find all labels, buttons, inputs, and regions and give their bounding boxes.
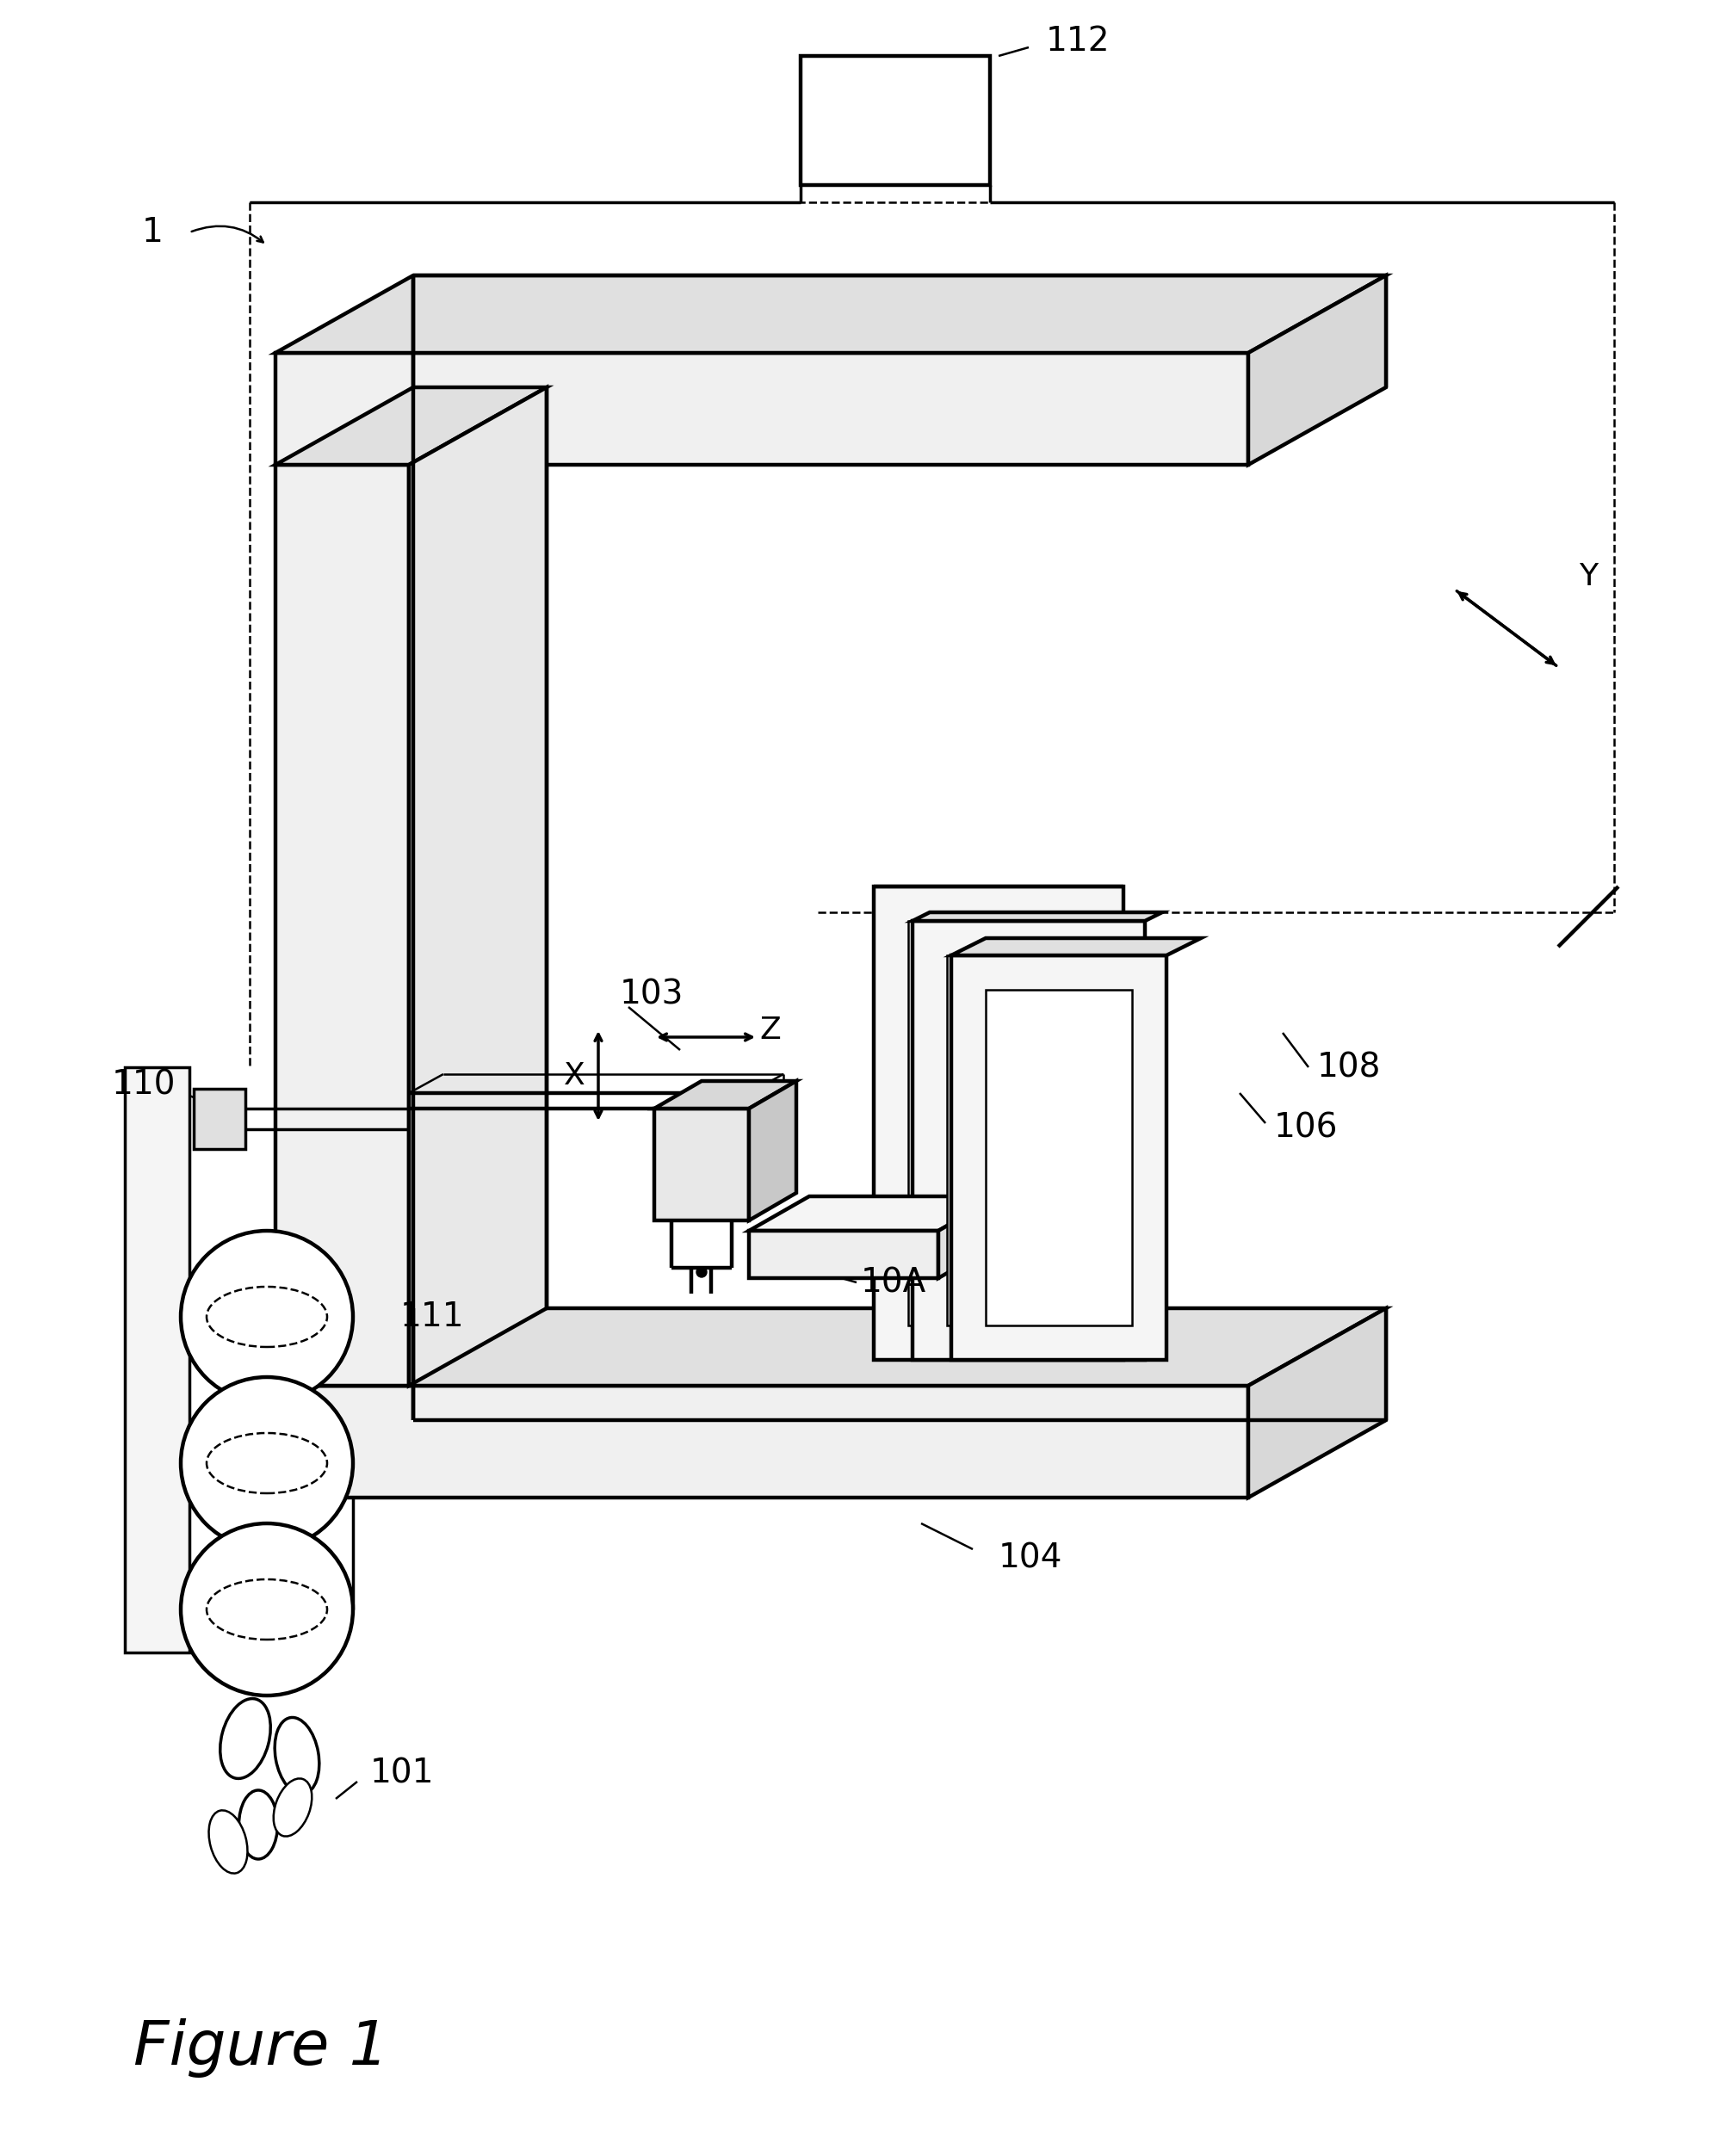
Polygon shape bbox=[1247, 1309, 1385, 1498]
Text: 104: 104 bbox=[998, 1542, 1061, 1574]
Text: 101: 101 bbox=[370, 1757, 433, 1789]
Polygon shape bbox=[912, 921, 1144, 1360]
Text: 106: 106 bbox=[1273, 1110, 1338, 1145]
Polygon shape bbox=[912, 912, 1161, 921]
Polygon shape bbox=[908, 921, 1089, 1326]
Polygon shape bbox=[275, 1309, 1385, 1386]
Text: X: X bbox=[562, 1061, 585, 1091]
Text: Z: Z bbox=[760, 1015, 781, 1046]
Text: Figure 1: Figure 1 bbox=[134, 2018, 389, 2078]
Polygon shape bbox=[275, 388, 547, 466]
Polygon shape bbox=[951, 955, 1166, 1360]
Ellipse shape bbox=[220, 1699, 270, 1779]
Circle shape bbox=[697, 1268, 707, 1276]
Ellipse shape bbox=[208, 1811, 248, 1874]
Polygon shape bbox=[1247, 276, 1385, 466]
Polygon shape bbox=[275, 276, 1385, 354]
Ellipse shape bbox=[275, 1718, 320, 1794]
Text: 10A: 10A bbox=[860, 1266, 925, 1298]
Ellipse shape bbox=[273, 1779, 311, 1837]
Circle shape bbox=[181, 1378, 353, 1550]
Text: 112: 112 bbox=[1046, 26, 1109, 58]
Text: Y: Y bbox=[1577, 563, 1596, 591]
Circle shape bbox=[181, 1524, 353, 1695]
Polygon shape bbox=[986, 990, 1132, 1326]
Polygon shape bbox=[654, 1108, 748, 1220]
Text: 103: 103 bbox=[619, 977, 683, 1011]
Polygon shape bbox=[748, 1080, 796, 1220]
Polygon shape bbox=[126, 1067, 189, 1651]
Polygon shape bbox=[409, 388, 547, 1386]
Text: 110: 110 bbox=[112, 1067, 175, 1102]
Text: 108: 108 bbox=[1316, 1050, 1381, 1084]
Polygon shape bbox=[951, 938, 1201, 955]
Polygon shape bbox=[275, 1386, 1247, 1498]
Text: 1: 1 bbox=[143, 216, 163, 248]
Polygon shape bbox=[275, 354, 1247, 466]
Ellipse shape bbox=[239, 1789, 277, 1858]
Text: 111: 111 bbox=[401, 1300, 464, 1332]
Polygon shape bbox=[654, 1080, 796, 1108]
Polygon shape bbox=[800, 56, 989, 185]
Polygon shape bbox=[275, 466, 409, 1386]
Polygon shape bbox=[748, 1231, 937, 1279]
Circle shape bbox=[181, 1231, 353, 1404]
Polygon shape bbox=[194, 1089, 246, 1149]
Polygon shape bbox=[748, 1197, 998, 1231]
Polygon shape bbox=[874, 886, 1123, 1360]
Polygon shape bbox=[946, 955, 1109, 1326]
Polygon shape bbox=[937, 1197, 998, 1279]
